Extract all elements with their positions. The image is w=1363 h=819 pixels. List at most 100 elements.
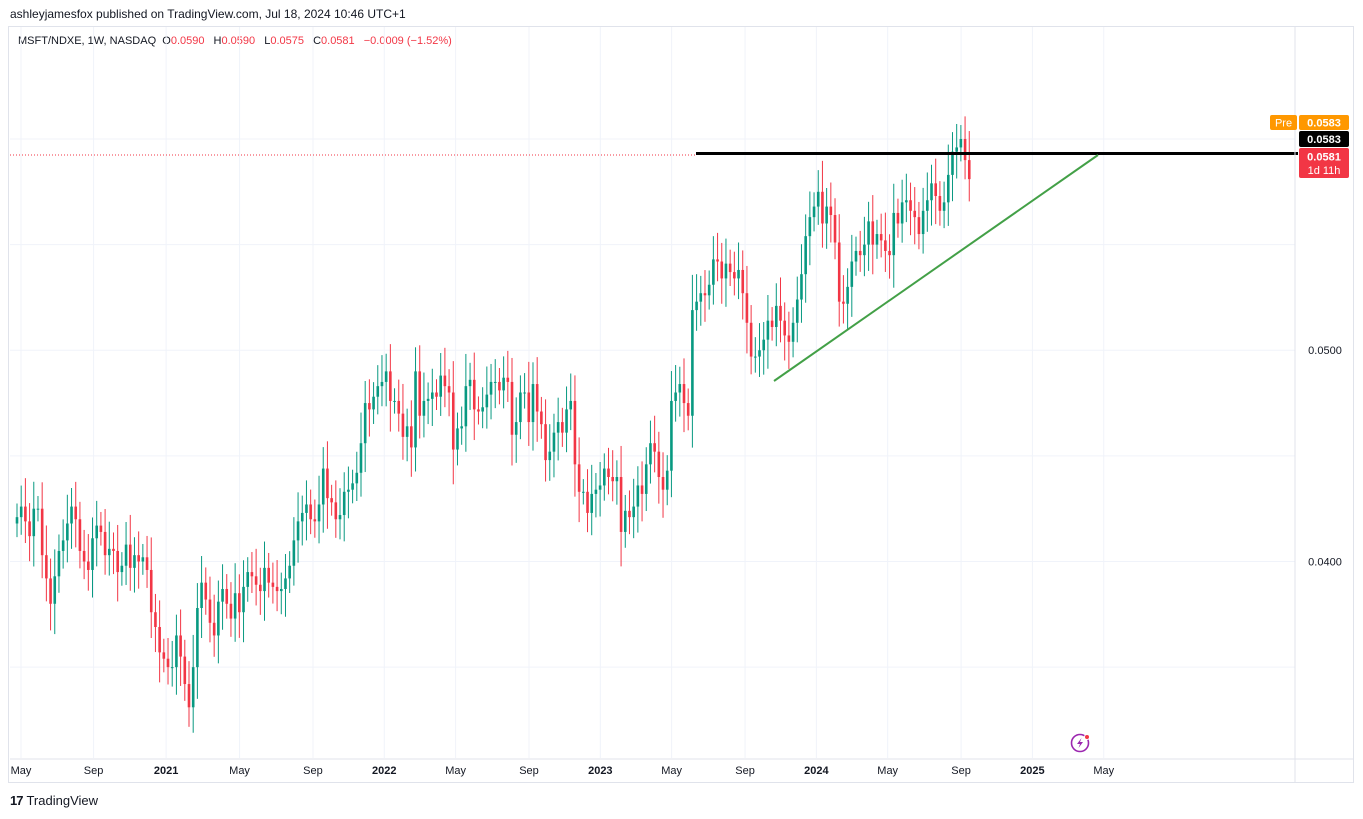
candle-body[interactable] [556,422,560,433]
candle-body[interactable] [267,567,270,583]
candle-body[interactable] [833,215,837,243]
candle-body[interactable] [712,259,715,285]
candle-body[interactable] [162,652,166,659]
candle-body[interactable] [271,582,275,587]
candle-body[interactable] [15,517,19,524]
candle-body[interactable] [909,200,912,211]
candle-body[interactable] [468,379,472,387]
candle-body[interactable] [57,550,61,577]
candle-body[interactable] [321,468,325,505]
candle-body[interactable] [816,191,820,207]
candle-body[interactable] [292,540,296,566]
candle-body[interactable] [540,411,543,425]
candle-body[interactable] [846,286,849,304]
candle-body[interactable] [523,392,526,394]
candle-body[interactable] [384,371,388,382]
candle-body[interactable] [489,381,493,395]
candle-body[interactable] [598,485,602,490]
candle-body[interactable] [166,658,170,668]
candle-body[interactable] [74,506,78,520]
candle-body[interactable] [640,485,644,494]
candle-body[interactable] [728,263,732,273]
candle-body[interactable] [70,506,73,524]
candle-body[interactable] [871,221,875,245]
candle-body[interactable] [288,565,291,579]
candle-body[interactable] [221,588,224,602]
candle-body[interactable] [95,525,99,539]
candle-body[interactable] [263,567,266,592]
candle-body[interactable] [355,472,359,484]
candle-body[interactable] [716,259,719,262]
candle-body[interactable] [879,234,883,241]
candle-body[interactable] [535,384,539,412]
candle-body[interactable] [875,234,879,245]
candle-body[interactable] [779,305,782,321]
candle-body[interactable] [305,504,308,513]
candle-body[interactable] [326,468,329,499]
candle-body[interactable] [19,506,23,518]
candle-body[interactable] [107,548,111,556]
candle-body[interactable] [552,432,556,452]
candle-body[interactable] [854,250,858,262]
tradingview-footer[interactable]: 17 TradingView [10,793,98,808]
candle-body[interactable] [913,210,917,218]
candle-body[interactable] [481,407,484,412]
candle-body[interactable] [389,371,392,401]
candle-body[interactable] [825,206,828,224]
candle-body[interactable] [766,320,770,340]
candle-body[interactable] [112,548,115,551]
candle-body[interactable] [699,293,703,302]
lightning-icon[interactable] [1070,733,1090,753]
candle-body[interactable] [963,138,967,161]
candle-body[interactable] [179,635,182,657]
candle-body[interactable] [36,508,40,510]
candle-body[interactable] [691,310,694,416]
candle-body[interactable] [670,400,673,471]
candle-body[interactable] [745,293,749,323]
candle-body[interactable] [514,422,518,435]
candle-body[interactable] [615,477,619,482]
candle-body[interactable] [359,443,363,473]
candle-body[interactable] [154,612,157,628]
candle-body[interactable] [393,400,396,402]
candle-body[interactable] [821,191,824,224]
candle-body[interactable] [657,451,661,478]
candle-body[interactable] [414,371,417,448]
candle-body[interactable] [653,443,656,452]
candle-body[interactable] [720,261,724,279]
candle-body[interactable] [472,379,476,410]
candle-body[interactable] [200,582,203,608]
candle-body[interactable] [561,422,564,433]
candle-body[interactable] [678,384,682,393]
candle-body[interactable] [233,593,237,619]
candle-body[interactable] [82,550,86,562]
candle-body[interactable] [686,403,690,416]
candle-body[interactable] [938,196,942,211]
candle-body[interactable] [917,217,921,235]
candle-body[interactable] [837,242,841,302]
candle-body[interactable] [66,523,69,541]
candle-body[interactable] [443,375,447,387]
candle-body[interactable] [900,202,904,224]
candle-body[interactable] [754,356,757,358]
candle-body[interactable] [926,200,929,211]
candle-body[interactable] [250,572,254,577]
candle-body[interactable] [544,424,547,461]
candle-body[interactable] [955,147,958,152]
candle-body[interactable] [116,550,119,573]
candle-body[interactable] [674,392,677,401]
candle-body[interactable] [485,394,489,408]
candle-body[interactable] [946,174,950,203]
candle-body[interactable] [863,244,866,256]
candle-body[interactable] [707,284,711,296]
candle-body[interactable] [577,464,581,492]
candle-body[interactable] [124,544,128,566]
candle-body[interactable] [363,403,367,444]
candle-body[interactable] [32,508,36,537]
candle-body[interactable] [967,160,971,180]
candle-body[interactable] [133,555,136,568]
candle-body[interactable] [506,377,510,382]
candle-body[interactable] [733,272,736,279]
candle-body[interactable] [183,656,187,685]
